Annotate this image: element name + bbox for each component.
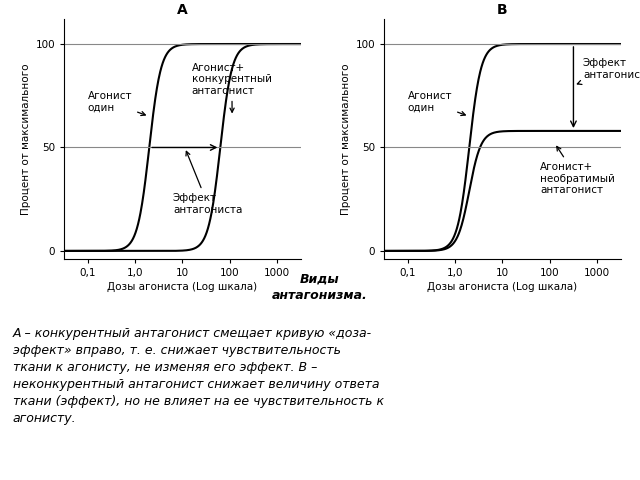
X-axis label: Дозы агониста (Log шкала): Дозы агониста (Log шкала)	[428, 282, 577, 292]
Text: Агонист
один: Агонист один	[408, 91, 465, 116]
Text: Виды
антагонизма.: Виды антагонизма.	[272, 273, 368, 302]
Title: А: А	[177, 3, 188, 17]
Text: А – конкурентный антагонист смещает кривую «доза-
эффект» вправо, т. е. снижает : А – конкурентный антагонист смещает крив…	[13, 326, 384, 425]
Y-axis label: Процент от максимального: Процент от максимального	[341, 63, 351, 215]
Text: Агонист
один: Агонист один	[88, 91, 145, 116]
Text: Эффект
антагониста: Эффект антагониста	[577, 58, 640, 84]
Text: Эффект
антагониста: Эффект антагониста	[173, 151, 243, 215]
Y-axis label: Процент от максимального: Процент от максимального	[21, 63, 31, 215]
Text: Агонист+
необратимый
антагонист: Агонист+ необратимый антагонист	[540, 146, 615, 195]
Title: В: В	[497, 3, 508, 17]
X-axis label: Дозы агониста (Log шкала): Дозы агониста (Log шкала)	[108, 282, 257, 292]
Text: Агонист+
конкурентный
антагонист: Агонист+ конкурентный антагонист	[192, 62, 272, 112]
